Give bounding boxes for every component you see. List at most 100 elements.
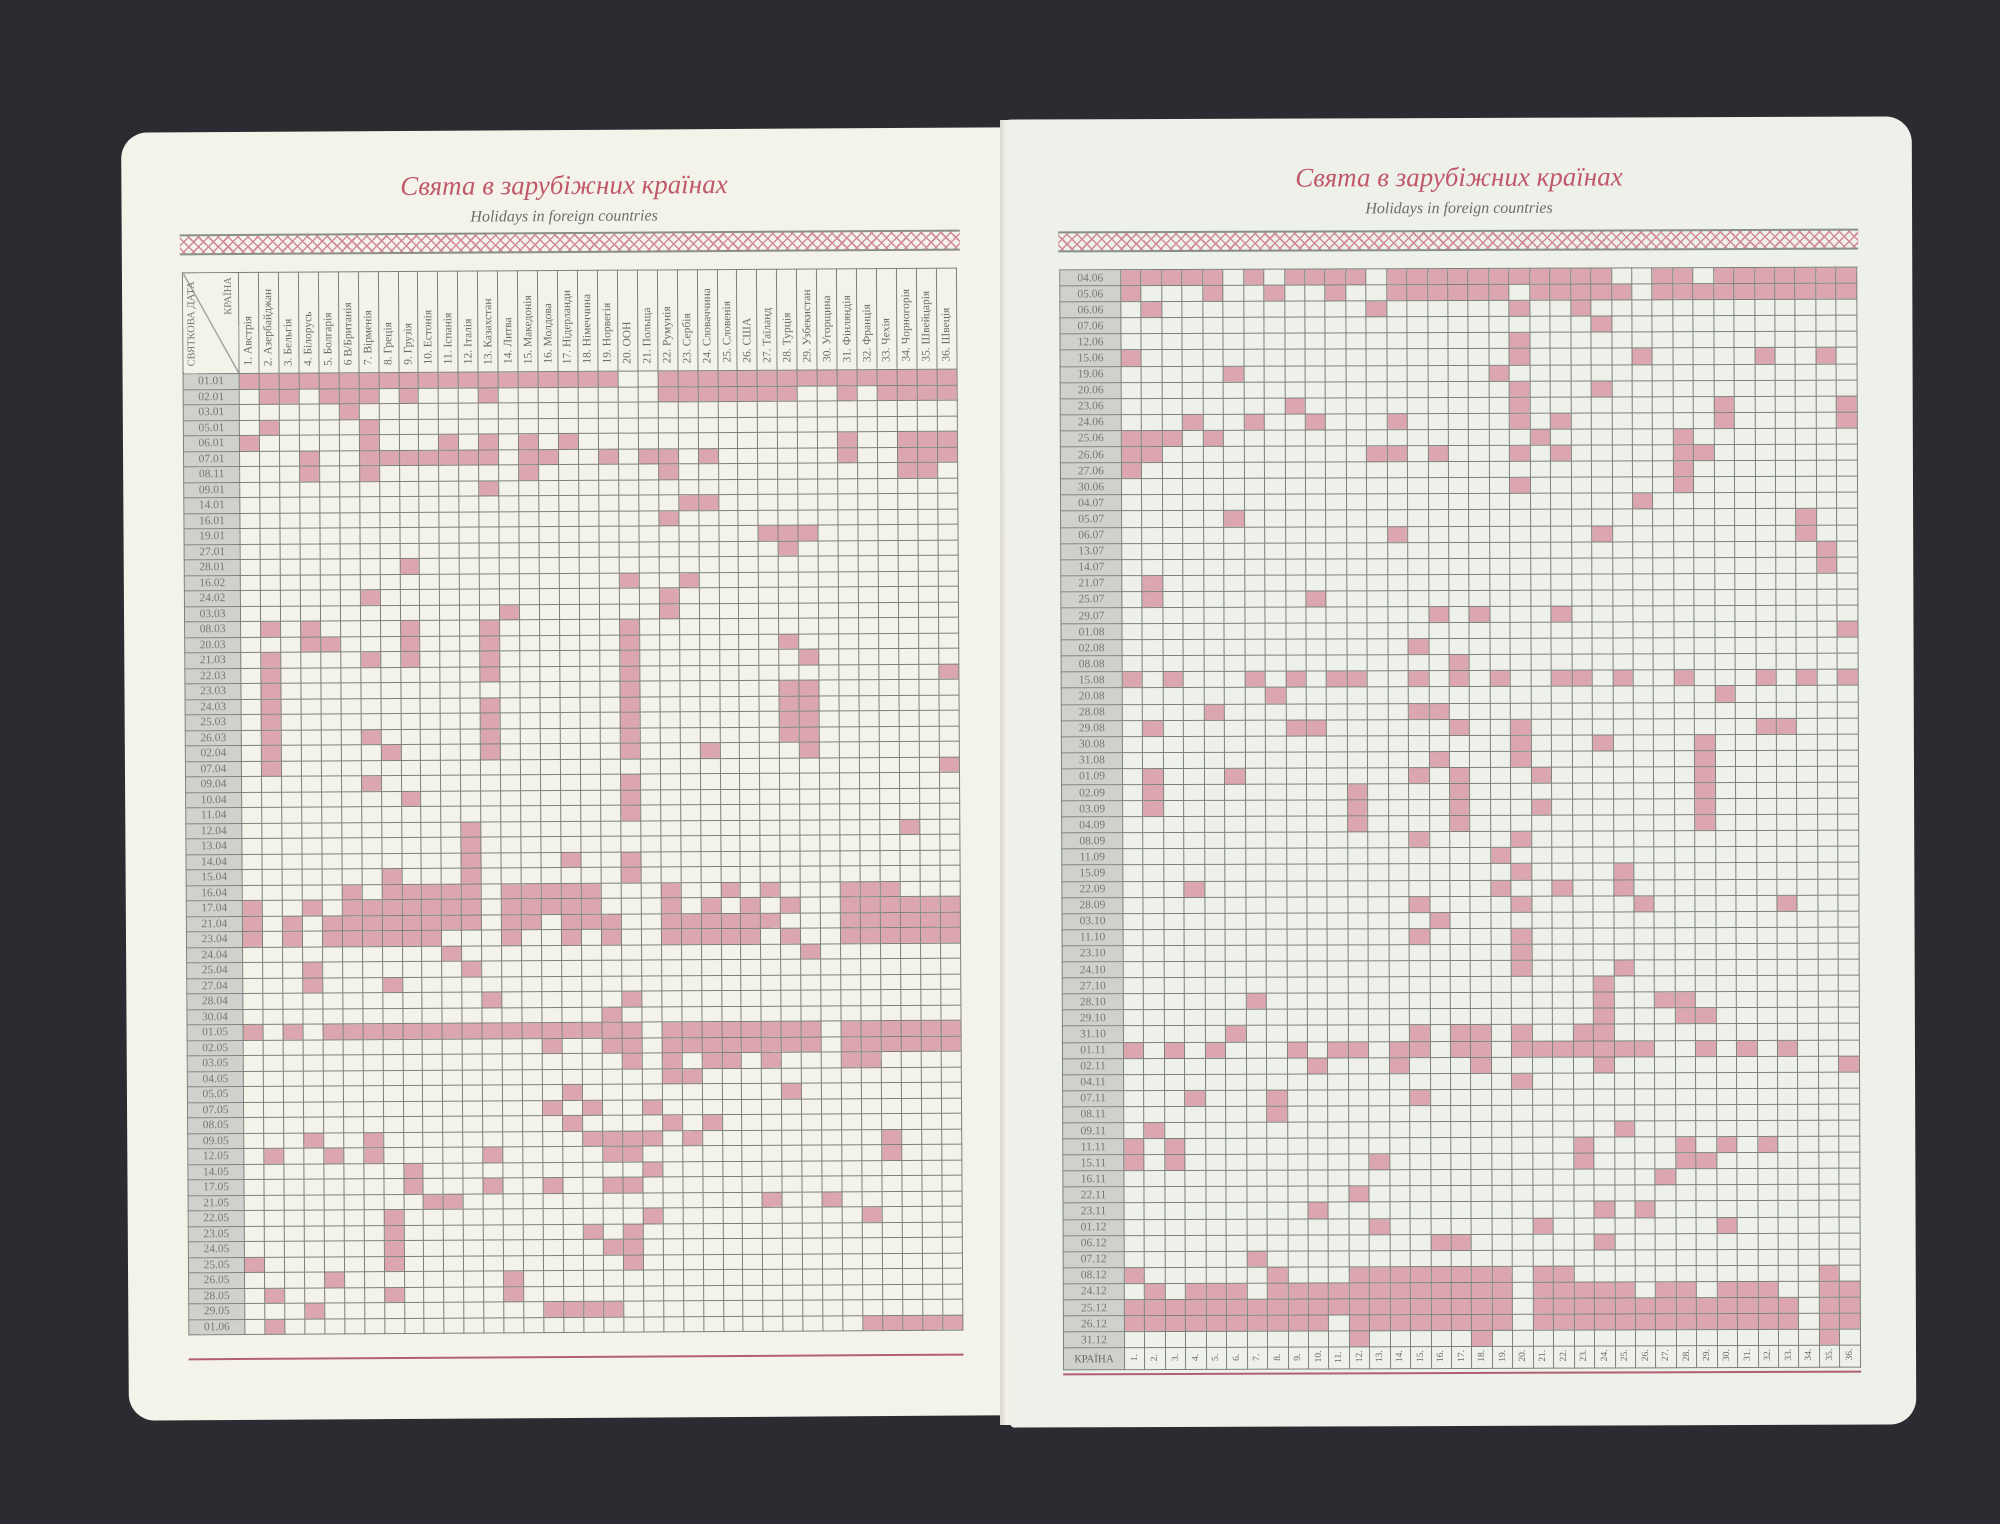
empty-cell: [737, 401, 758, 417]
holiday-cell: [1304, 268, 1326, 286]
empty-cell: [398, 418, 419, 435]
empty-cell: [1161, 285, 1183, 302]
empty-cell: [1550, 380, 1571, 397]
empty-cell: [1409, 976, 1430, 993]
empty-cell: [1204, 768, 1225, 785]
empty-cell: [820, 896, 841, 913]
empty-cell: [319, 465, 340, 482]
empty-cell: [1572, 799, 1593, 816]
empty-cell: [1778, 1216, 1799, 1234]
holiday-cell: [940, 896, 961, 912]
holiday-cell: [1389, 1266, 1411, 1283]
empty-cell: [1123, 1058, 1144, 1075]
empty-cell: [1673, 396, 1694, 413]
empty-cell: [720, 897, 741, 914]
empty-cell: [1204, 752, 1225, 769]
empty-cell: [658, 417, 679, 433]
empty-cell: [1574, 1330, 1595, 1347]
empty-cell: [1368, 1041, 1390, 1058]
holiday-cell: [260, 652, 281, 668]
empty-cell: [642, 1145, 663, 1162]
empty-cell: [1163, 848, 1185, 866]
empty-cell: [1715, 814, 1736, 831]
holiday-cell: [622, 1146, 643, 1162]
empty-cell: [1695, 1056, 1717, 1073]
empty-cell: [682, 1238, 703, 1255]
empty-cell: [1488, 332, 1510, 349]
empty-cell: [539, 557, 560, 574]
empty-cell: [1797, 846, 1818, 863]
empty-cell: [1675, 1088, 1696, 1105]
empty-cell: [1757, 1168, 1778, 1185]
empty-cell: [1509, 364, 1530, 381]
empty-cell: [419, 620, 441, 636]
empty-cell: [441, 868, 462, 884]
holiday-cell: [721, 1052, 742, 1069]
empty-cell: [937, 508, 958, 525]
holiday-cell: [1529, 284, 1551, 301]
empty-cell: [1469, 735, 1491, 752]
empty-cell: [279, 419, 300, 436]
holiday-cell: [1284, 269, 1305, 286]
empty-cell: [578, 495, 599, 511]
empty-cell: [638, 432, 659, 449]
empty-cell: [1306, 687, 1327, 704]
empty-cell: [521, 991, 542, 1008]
empty-cell: [1837, 572, 1858, 590]
empty-cell: [1222, 269, 1244, 286]
empty-cell: [581, 975, 602, 992]
empty-cell: [282, 946, 303, 963]
empty-cell: [877, 493, 898, 510]
empty-cell: [759, 695, 780, 712]
empty-cell: [1124, 1283, 1145, 1300]
empty-cell: [363, 1178, 384, 1195]
empty-cell: [1264, 590, 1286, 608]
empty-cell: [1325, 317, 1346, 334]
empty-cell: [441, 806, 462, 822]
empty-cell: [1654, 879, 1675, 896]
empty-cell: [801, 1129, 822, 1146]
empty-cell: [1838, 910, 1860, 928]
empty-cell: [439, 480, 460, 497]
empty-cell: [600, 743, 621, 759]
empty-cell: [284, 1225, 305, 1242]
empty-cell: [741, 1052, 762, 1068]
empty-cell: [1367, 751, 1389, 768]
empty-cell: [722, 1222, 743, 1239]
empty-cell: [1571, 477, 1592, 494]
empty-cell: [320, 729, 342, 746]
empty-cell: [938, 632, 959, 649]
empty-cell: [344, 1318, 365, 1334]
holiday-cell: [1450, 1024, 1471, 1042]
empty-cell: [1184, 832, 1205, 849]
holiday-cell: [1694, 750, 1716, 767]
empty-cell: [882, 1299, 903, 1316]
empty-cell: [941, 1113, 962, 1129]
empty-cell: [1551, 815, 1573, 832]
holiday-cell: [1366, 300, 1387, 318]
empty-cell: [1325, 301, 1346, 318]
holiday-cell: [1816, 540, 1838, 557]
empty-cell: [879, 694, 900, 711]
empty-cell: [1552, 1137, 1574, 1154]
empty-cell: [1572, 847, 1593, 864]
empty-cell: [459, 573, 480, 590]
empty-cell: [480, 805, 501, 822]
empty-cell: [520, 681, 541, 698]
holiday-cell: [602, 1146, 623, 1162]
empty-cell: [1756, 943, 1778, 960]
empty-cell: [1243, 285, 1264, 302]
empty-cell: [1714, 492, 1735, 510]
empty-cell: [1388, 896, 1410, 913]
empty-cell: [1551, 622, 1572, 639]
empty-cell: [720, 773, 741, 790]
empty-cell: [878, 586, 899, 603]
holiday-cell: [1815, 283, 1837, 300]
empty-cell: [1328, 1331, 1350, 1348]
empty-cell: [1447, 332, 1469, 350]
empty-cell: [658, 556, 679, 573]
empty-cell: [722, 1207, 743, 1224]
holiday-cell: [920, 1020, 941, 1036]
empty-cell: [498, 387, 519, 403]
empty-cell: [1797, 830, 1818, 847]
